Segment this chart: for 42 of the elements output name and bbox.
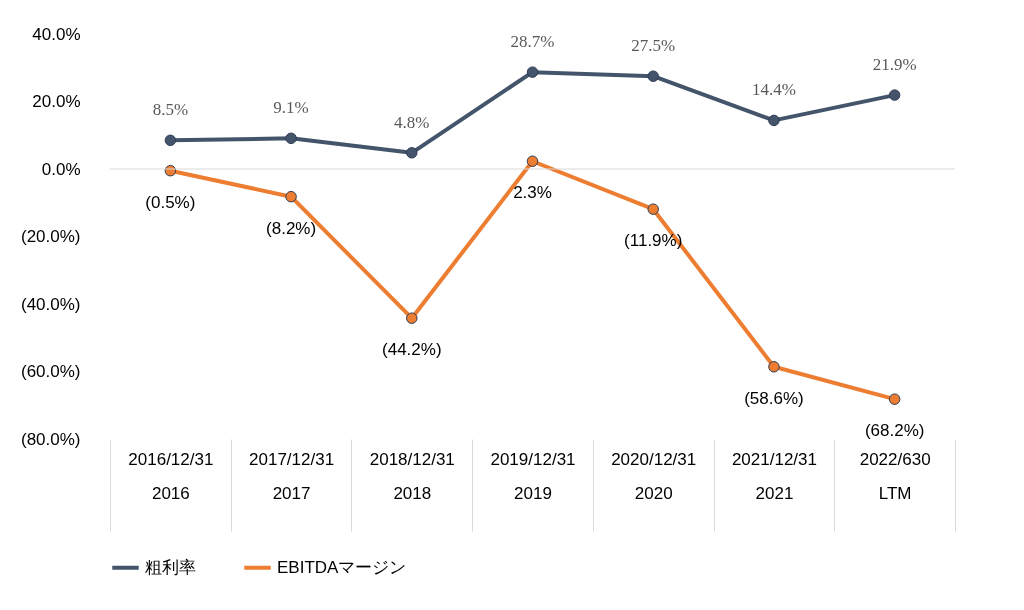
data-label: (58.6%) bbox=[744, 388, 804, 408]
x-tick-label: 2022/630 LTM bbox=[859, 449, 931, 503]
data-label: 2.3% bbox=[513, 183, 552, 203]
point bbox=[647, 203, 659, 215]
y-tick-label: 20.0% bbox=[32, 92, 81, 111]
y-tick-label: 0.0% bbox=[41, 159, 81, 179]
legend-label: 粗利率 bbox=[145, 557, 196, 577]
point bbox=[888, 393, 901, 405]
point bbox=[526, 66, 539, 78]
point bbox=[768, 361, 780, 373]
y-tick-label: (40.0%) bbox=[20, 294, 81, 314]
data-label: 14.4% bbox=[751, 80, 796, 100]
x-tick-label: 2021/12/31 2021 bbox=[731, 449, 817, 503]
data-label: (8.2%) bbox=[266, 218, 317, 238]
data-label: 21.9% bbox=[872, 55, 917, 75]
legend-label: EBITDAマージン bbox=[277, 557, 407, 577]
point bbox=[888, 89, 901, 101]
data-label: 8.5% bbox=[152, 100, 189, 120]
data-label: (44.2%) bbox=[382, 340, 442, 360]
x-tick-label: 2019/12/31 2019 bbox=[490, 449, 576, 503]
data-label: 9.1% bbox=[273, 98, 309, 118]
point bbox=[285, 132, 297, 145]
x-tick-label: 2018/12/31 2018 bbox=[369, 449, 455, 503]
y-tick-label: 40.0% bbox=[32, 24, 81, 44]
data-label: 27.5% bbox=[631, 36, 676, 56]
point bbox=[526, 155, 539, 167]
point bbox=[406, 312, 418, 324]
y-tick-label: (80.0%) bbox=[20, 429, 81, 449]
data-label: 4.8% bbox=[394, 112, 430, 132]
y-tick-label: (60.0%) bbox=[20, 362, 81, 381]
data-label: (68.2%) bbox=[864, 421, 925, 441]
point bbox=[164, 134, 177, 147]
data-label: 28.7% bbox=[510, 32, 555, 52]
x-tick-label: 2020/12/31 2020 bbox=[611, 449, 697, 503]
data-label: (0.5%) bbox=[145, 192, 196, 212]
point bbox=[285, 190, 297, 203]
point bbox=[768, 114, 780, 127]
y-tick-label: (20.0%) bbox=[20, 227, 81, 246]
point bbox=[647, 70, 659, 82]
point bbox=[406, 147, 418, 159]
x-tick-label: 2016/12/31 2016 bbox=[128, 449, 214, 503]
x-tick-label: 2017/12/31 2017 bbox=[249, 449, 335, 503]
